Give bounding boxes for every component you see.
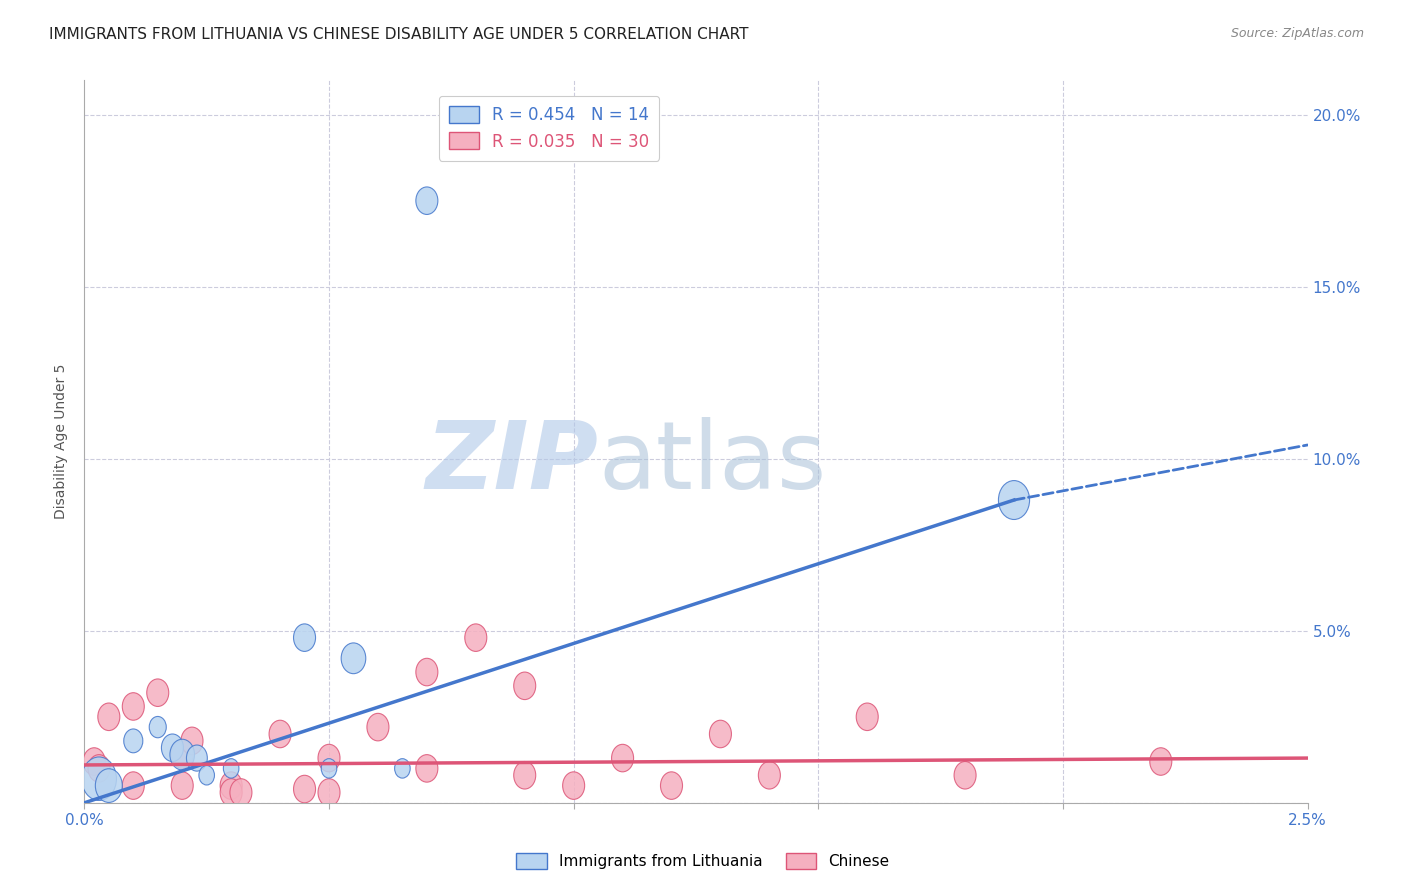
Ellipse shape <box>162 734 183 762</box>
Ellipse shape <box>416 755 437 782</box>
Ellipse shape <box>465 624 486 651</box>
Ellipse shape <box>172 741 193 768</box>
Ellipse shape <box>198 765 215 785</box>
Ellipse shape <box>1150 747 1171 775</box>
Ellipse shape <box>395 759 411 778</box>
Ellipse shape <box>82 757 117 800</box>
Text: Source: ZipAtlas.com: Source: ZipAtlas.com <box>1230 27 1364 40</box>
Text: IMMIGRANTS FROM LITHUANIA VS CHINESE DISABILITY AGE UNDER 5 CORRELATION CHART: IMMIGRANTS FROM LITHUANIA VS CHINESE DIS… <box>49 27 749 42</box>
Ellipse shape <box>294 624 315 651</box>
Ellipse shape <box>269 720 291 747</box>
Ellipse shape <box>221 779 242 806</box>
Ellipse shape <box>83 747 105 775</box>
Ellipse shape <box>367 714 389 741</box>
Ellipse shape <box>416 658 437 686</box>
Ellipse shape <box>758 762 780 789</box>
Ellipse shape <box>98 703 120 731</box>
Ellipse shape <box>513 672 536 699</box>
Legend: Immigrants from Lithuania, Chinese: Immigrants from Lithuania, Chinese <box>510 847 896 875</box>
Ellipse shape <box>661 772 682 799</box>
Legend: R = 0.454   N = 14, R = 0.035   N = 30: R = 0.454 N = 14, R = 0.035 N = 30 <box>439 95 659 161</box>
Ellipse shape <box>149 716 166 738</box>
Ellipse shape <box>89 755 110 782</box>
Ellipse shape <box>612 744 634 772</box>
Ellipse shape <box>318 744 340 772</box>
Ellipse shape <box>146 679 169 706</box>
Ellipse shape <box>172 772 193 799</box>
Ellipse shape <box>955 762 976 789</box>
Ellipse shape <box>181 727 202 755</box>
Ellipse shape <box>294 775 315 803</box>
Ellipse shape <box>321 759 337 778</box>
Ellipse shape <box>562 772 585 799</box>
Ellipse shape <box>416 187 437 214</box>
Text: atlas: atlas <box>598 417 827 509</box>
Ellipse shape <box>122 693 145 720</box>
Ellipse shape <box>124 729 143 753</box>
Ellipse shape <box>342 643 366 673</box>
Ellipse shape <box>96 769 122 803</box>
Ellipse shape <box>998 481 1029 519</box>
Ellipse shape <box>187 745 207 771</box>
Ellipse shape <box>513 762 536 789</box>
Ellipse shape <box>170 739 194 770</box>
Ellipse shape <box>224 759 239 778</box>
Ellipse shape <box>318 779 340 806</box>
Ellipse shape <box>710 720 731 747</box>
Text: ZIP: ZIP <box>425 417 598 509</box>
Ellipse shape <box>221 772 242 799</box>
Ellipse shape <box>122 772 145 799</box>
Ellipse shape <box>231 779 252 806</box>
Y-axis label: Disability Age Under 5: Disability Age Under 5 <box>55 364 69 519</box>
Ellipse shape <box>856 703 879 731</box>
